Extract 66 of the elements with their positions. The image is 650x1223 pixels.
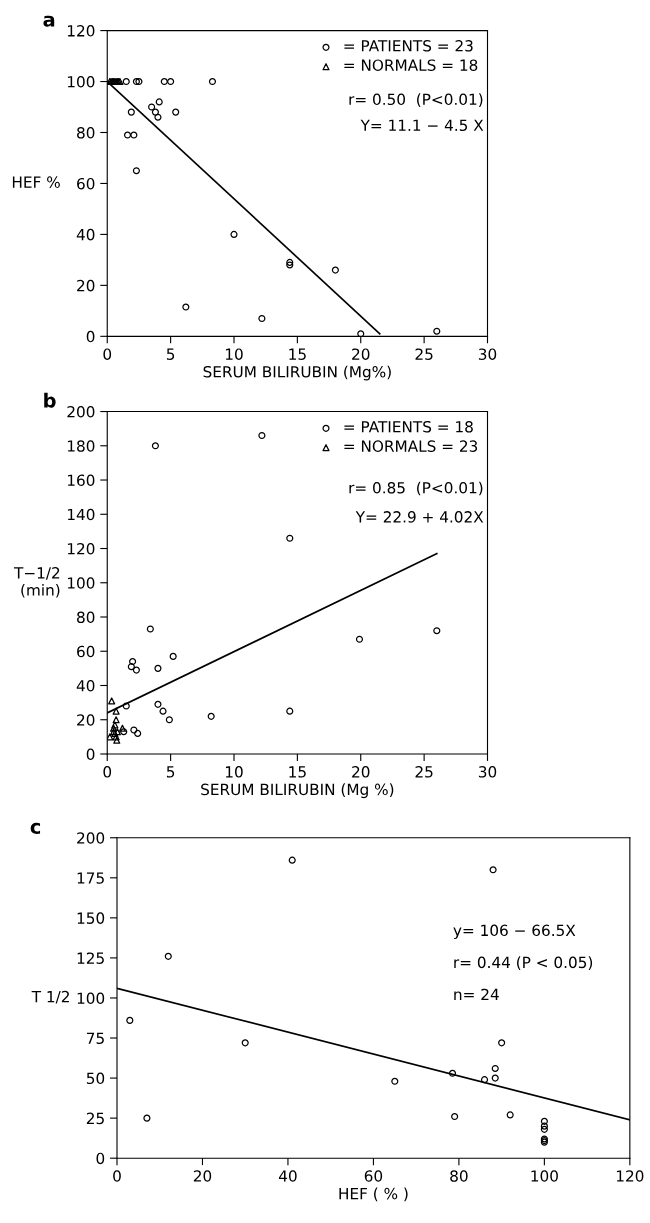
- annotation: r= 0.44 (P < 0.05): [454, 956, 593, 970]
- annotation: y= 106 − 66.5X: [453, 924, 576, 940]
- x-tick-label: 40: [278, 1170, 297, 1182]
- y-tick-label: 180: [67, 440, 95, 452]
- legend-label: = PATIENTS = 18: [344, 420, 473, 433]
- x-axis-title: HEF ( % ): [339, 1187, 408, 1202]
- x-tick-label: 5: [166, 766, 175, 778]
- y-tick-label: 160: [67, 474, 95, 487]
- y-tick-label: 0: [86, 748, 95, 760]
- y-tick-label: 140: [67, 508, 95, 521]
- y-tick-label: 100: [67, 76, 95, 88]
- y-tick-label: 75: [87, 1032, 104, 1045]
- y-axis-title: T−1/2 (min): [13, 567, 60, 598]
- legend-label: = PATIENTS = 23: [344, 40, 473, 52]
- x-tick-label: 30: [478, 766, 497, 778]
- y-tick-label: 200: [67, 406, 95, 418]
- y-tick-label: 40: [76, 679, 95, 692]
- y-tick-label: 0: [86, 330, 95, 343]
- x-axis-title: SERUM BILIRUBIN (Mg %): [201, 783, 394, 799]
- x-tick-label: 10: [225, 348, 243, 360]
- x-tick-label: 10: [225, 766, 243, 778]
- x-axis-title: SERUM BILIRUBIN (Mg%): [203, 365, 391, 381]
- x-tick-label: 25: [415, 348, 433, 360]
- y-tick-label: 0: [96, 1152, 105, 1165]
- x-tick-label: 60: [364, 1170, 383, 1182]
- x-tick-label: 30: [478, 348, 497, 360]
- legend-label: = NORMALS = 18: [344, 59, 478, 71]
- x-tick-label: 15: [289, 766, 306, 778]
- y-tick-label: 100: [77, 992, 105, 1004]
- annotation: r= 0.50 (P<0.01): [349, 93, 483, 107]
- annotation: n= 24: [454, 988, 499, 1000]
- x-tick-label: 20: [193, 1170, 212, 1182]
- x-tick-label: 20: [352, 766, 370, 778]
- y-tick-label: 80: [77, 611, 95, 624]
- x-tick-label: 5: [166, 348, 175, 360]
- annotation: Y= 11.1 − 4.5 X: [360, 119, 484, 132]
- y-tick-label: 25: [86, 1112, 104, 1125]
- x-tick-label: 15: [289, 348, 306, 360]
- y-tick-label: 125: [77, 952, 104, 964]
- y-tick-label: 40: [76, 228, 95, 241]
- x-tick-label: 25: [415, 766, 433, 778]
- x-tick-label: 120: [616, 1170, 644, 1182]
- y-tick-label: 20: [77, 279, 95, 292]
- legend-label: = NORMALS = 23: [344, 440, 478, 452]
- y-tick-label: 120: [67, 542, 95, 555]
- annotation: r= 0.85 (P<0.01): [349, 481, 483, 496]
- chart-title: c: [30, 822, 41, 834]
- x-tick-label: 80: [450, 1170, 468, 1182]
- x-tick-label: 0: [113, 1170, 121, 1182]
- annotation: Y= 22.9 + 4.02X: [355, 511, 484, 523]
- y-tick-label: 20: [77, 714, 95, 726]
- chart-title: a: [43, 15, 55, 27]
- y-tick-label: 120: [67, 25, 95, 37]
- x-tick-label: 20: [352, 348, 370, 360]
- y-axis-title: HEF %: [12, 176, 60, 188]
- y-tick-label: 50: [86, 1072, 105, 1085]
- x-tick-label: 100: [531, 1170, 558, 1182]
- y-tick-label: 200: [77, 832, 105, 844]
- y-tick-label: 80: [77, 126, 95, 139]
- y-tick-label: 100: [67, 577, 95, 589]
- y-tick-label: 60: [77, 177, 95, 190]
- y-tick-label: 175: [77, 872, 104, 884]
- chart-title: b: [44, 392, 56, 408]
- y-tick-label: 60: [77, 645, 95, 658]
- y-axis-title: T 1/2: [31, 990, 69, 1004]
- y-tick-label: 150: [77, 912, 105, 924]
